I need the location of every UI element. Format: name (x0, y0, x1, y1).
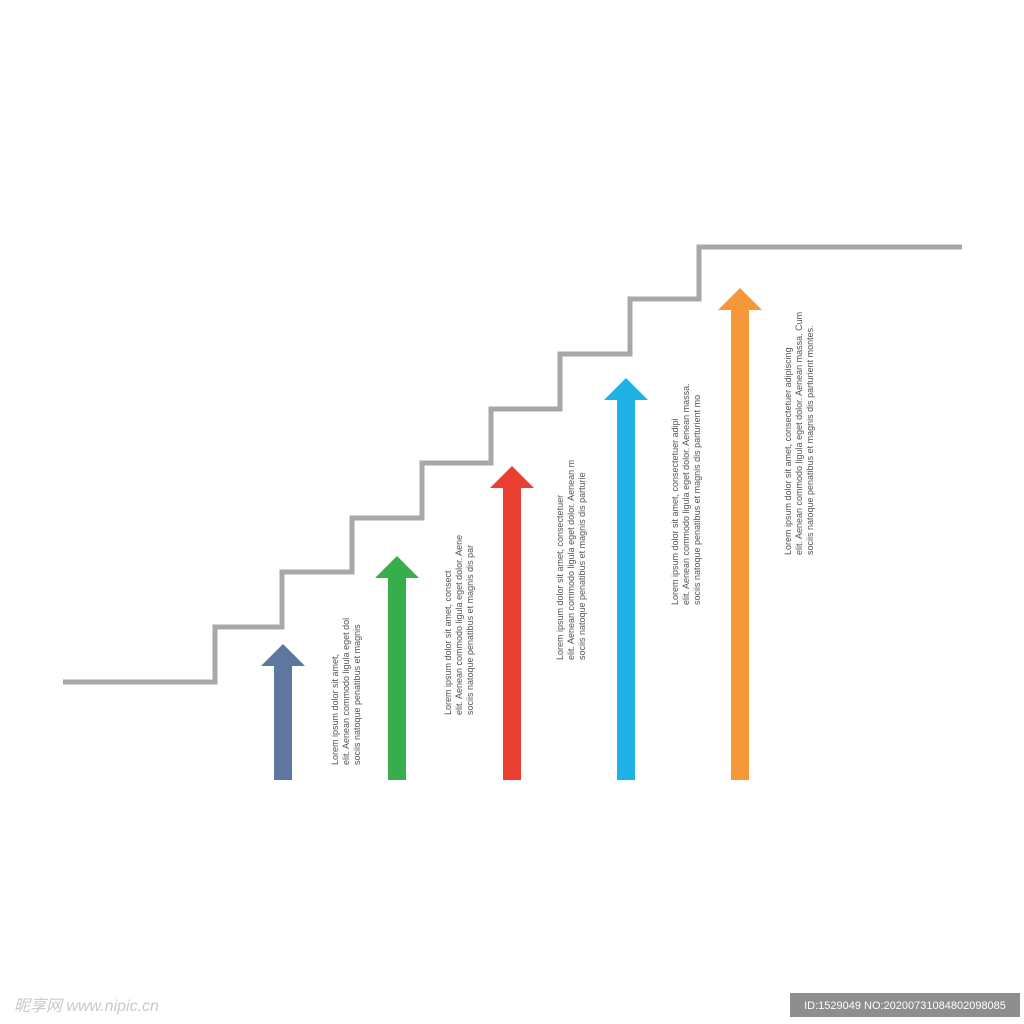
arrow (261, 644, 305, 780)
description-line: Lorem ipsum dolor sit amet, consect (443, 570, 453, 715)
staircase (63, 244, 962, 685)
watermark-id: ID:1529049 NO:20200731084802098085 (804, 1000, 1006, 1012)
arrow (718, 288, 762, 780)
description-line: Lorem ipsum dolor sit amet, (330, 654, 340, 765)
arrows (261, 288, 762, 780)
description-line: sociis natoque penatibus et magnis dis p… (805, 325, 815, 555)
description-line: sociis natoque penatibus et magnis dis p… (577, 472, 587, 660)
description-line: elit. Aenean commodo ligula eget dolor. … (454, 535, 464, 715)
description-line: elit. Aenean commodo ligula eget dolor. … (681, 383, 691, 605)
description-line: sociis natoque penatibus et magnis dis p… (692, 395, 702, 605)
watermark-box (790, 993, 1020, 1017)
description-line: Lorem ipsum dolor sit amet, consectetuer… (783, 347, 793, 555)
arrow (604, 378, 648, 780)
watermark-site: 昵享网 www.nipic.cn (14, 997, 159, 1015)
arrow (375, 556, 419, 780)
description-line: sociis natoque penatibus et magnis (352, 624, 362, 765)
description-line: elit. Aenean commodo ligula eget dolor. … (794, 312, 804, 555)
description-line: Lorem ipsum dolor sit amet, consectetuer… (670, 418, 680, 605)
description-line: Lorem ipsum dolor sit amet, consectetuer (555, 495, 565, 660)
description-line: elit. Aenean commodo ligula eget dolor. … (566, 460, 576, 660)
descriptions: Lorem ipsum dolor sit amet, elit. Aenean … (330, 312, 815, 765)
description-line: elit. Aenean commodo ligula eget dol (341, 618, 351, 765)
arrow (490, 466, 534, 780)
description-line: sociis natoque penatibus et magnis dis p… (465, 545, 475, 715)
